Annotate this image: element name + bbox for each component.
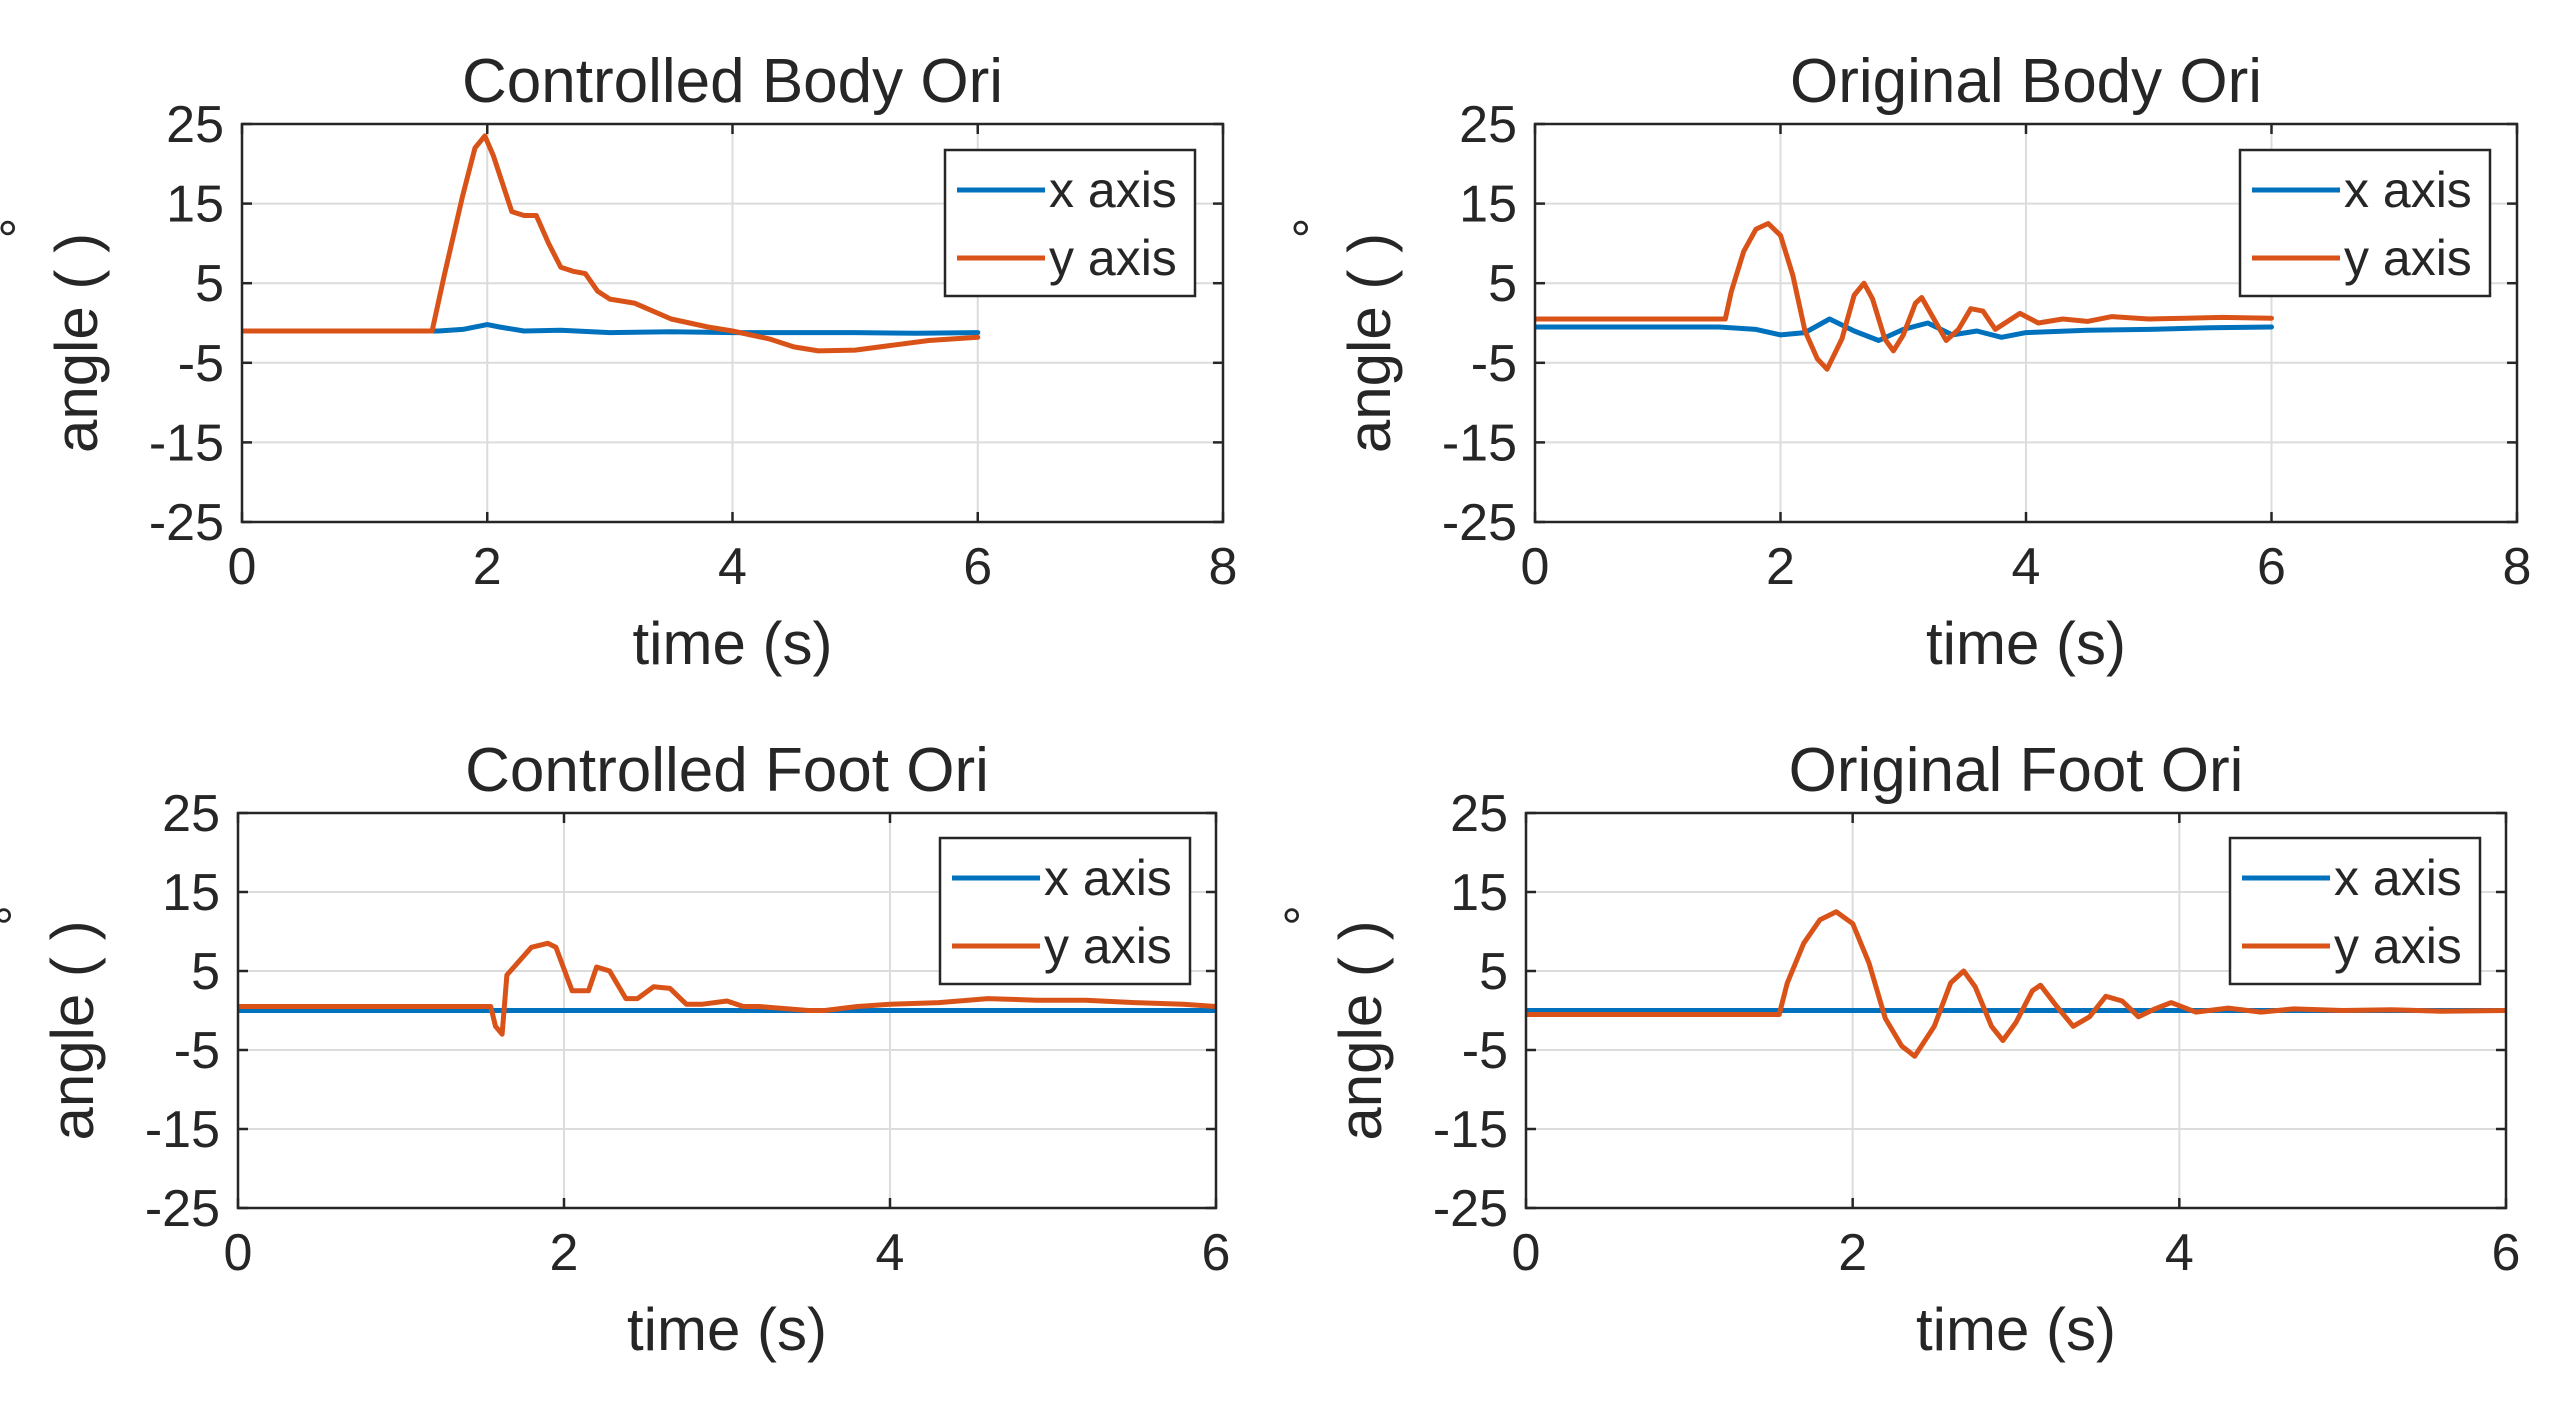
- y-tick-label: -5: [174, 1022, 220, 1080]
- x-tick-label: 0: [224, 1224, 253, 1282]
- y-axis-degree-symbol: °: [1275, 905, 1333, 926]
- series-line-x-axis: [242, 322, 981, 336]
- x-axis-label: time (s): [1916, 1296, 2116, 1363]
- y-tick-label: -25: [149, 494, 224, 552]
- chart-title: Original Body Ori: [1790, 47, 2262, 116]
- legend-label: y axis: [2344, 230, 2472, 286]
- axes-box: [1524, 811, 2508, 1210]
- legend-label: x axis: [1049, 162, 1177, 218]
- y-tick-label: 25: [1450, 785, 1508, 843]
- x-tick-label: 2: [1838, 1224, 1867, 1282]
- legend-box: [2228, 836, 2482, 986]
- x-tick-label: 8: [2503, 538, 2532, 596]
- legend-label: x axis: [2344, 162, 2472, 218]
- legend: x axis y axis: [938, 836, 1192, 986]
- y-axis-degree-symbol: °: [0, 905, 45, 926]
- y-tick-label: 25: [162, 785, 220, 843]
- y-tick-label: -25: [1433, 1180, 1508, 1238]
- x-tick-label: 2: [473, 538, 502, 596]
- y-tick-label: 25: [1459, 96, 1517, 154]
- subplot-1: 0 2 4 6 8 25 15 5 -5 -15 -25 Controlled Body Ori tim…: [0, 47, 1237, 677]
- chart-title: Controlled Body Ori: [462, 47, 1003, 116]
- y-axis-label: angle ( ): [1327, 920, 1394, 1140]
- y-tick-label: 5: [1479, 943, 1508, 1001]
- x-tick-label: 6: [963, 538, 992, 596]
- axes-box: [236, 811, 1218, 1210]
- legend: x axis y axis: [943, 148, 1197, 298]
- subplot-3: 0 2 4 6 25 15 5 -5 -15 -25 Controlled Foot Ori time…: [0, 736, 1230, 1363]
- x-tick-label: 4: [718, 538, 747, 596]
- x-tick-label: 2: [550, 1224, 579, 1282]
- chart-title: Original Foot Ori: [1789, 736, 2244, 805]
- y-tick-label: 25: [166, 96, 224, 154]
- x-tick-label: 0: [1512, 1224, 1541, 1282]
- x-tick-label: 6: [2257, 538, 2286, 596]
- legend-label: x axis: [1044, 850, 1172, 906]
- x-tick-label: 8: [1209, 538, 1238, 596]
- y-tick-label: -5: [1471, 335, 1517, 393]
- y-tick-label: -5: [1462, 1022, 1508, 1080]
- y-tick-label: 15: [1459, 176, 1517, 234]
- x-tick-label: 6: [1202, 1224, 1231, 1282]
- y-tick-label: -5: [178, 335, 224, 393]
- x-tick-label: 0: [228, 538, 257, 596]
- x-axis-label: time (s): [633, 610, 833, 677]
- y-tick-label: 5: [1488, 255, 1517, 313]
- y-tick-label: -15: [145, 1101, 220, 1159]
- y-tick-label: 5: [195, 255, 224, 313]
- x-tick-label: 4: [2165, 1224, 2194, 1282]
- x-tick-label: 2: [1766, 538, 1795, 596]
- series-line-y-axis: [242, 133, 981, 354]
- legend-label: x axis: [2334, 850, 2462, 906]
- y-axis-degree-symbol: °: [0, 218, 49, 239]
- y-tick-label: -15: [149, 414, 224, 472]
- legend-label: y axis: [2334, 918, 2462, 974]
- y-tick-label: -15: [1442, 414, 1517, 472]
- y-axis-label: angle ( ): [43, 233, 110, 453]
- y-tick-label: -25: [1442, 494, 1517, 552]
- y-axis-degree-symbol: °: [1284, 218, 1342, 239]
- legend: x axis y axis: [2238, 148, 2492, 298]
- legend-box: [938, 836, 1192, 986]
- x-tick-label: 4: [876, 1224, 905, 1282]
- legend-box: [2238, 148, 2492, 298]
- x-axis-label: time (s): [1926, 610, 2126, 677]
- chart-title: Controlled Foot Ori: [465, 736, 989, 805]
- y-axis-label: angle ( ): [39, 920, 106, 1140]
- y-tick-label: 15: [166, 176, 224, 234]
- y-tick-label: -15: [1433, 1101, 1508, 1159]
- y-axis-label: angle ( ): [1336, 233, 1403, 453]
- subplot-2: 0 2 4 6 8 25 15 5 -5 -15 -25 Original Body Ori time …: [1284, 47, 2531, 677]
- legend-label: y axis: [1049, 230, 1177, 286]
- x-tick-label: 0: [1521, 538, 1550, 596]
- legend-label: y axis: [1044, 918, 1172, 974]
- series-line-y-axis: [238, 940, 1216, 1037]
- series-line-y-axis: [1526, 909, 2506, 1059]
- y-tick-label: 15: [1450, 864, 1508, 922]
- y-tick-label: 15: [162, 864, 220, 922]
- x-tick-label: 4: [2012, 538, 2041, 596]
- y-tick-label: 5: [191, 943, 220, 1001]
- series-line-x-axis: [1535, 316, 2274, 343]
- x-axis-label: time (s): [627, 1296, 827, 1363]
- y-tick-label: -25: [145, 1180, 220, 1238]
- series-line-y-axis: [1535, 221, 2274, 372]
- x-tick-label: 6: [2492, 1224, 2521, 1282]
- legend-box: [943, 148, 1197, 298]
- legend: x axis y axis: [2228, 836, 2482, 986]
- subplot-4: 0 2 4 6 25 15 5 -5 -15 -25 Original Foot Ori time (…: [1275, 736, 2520, 1363]
